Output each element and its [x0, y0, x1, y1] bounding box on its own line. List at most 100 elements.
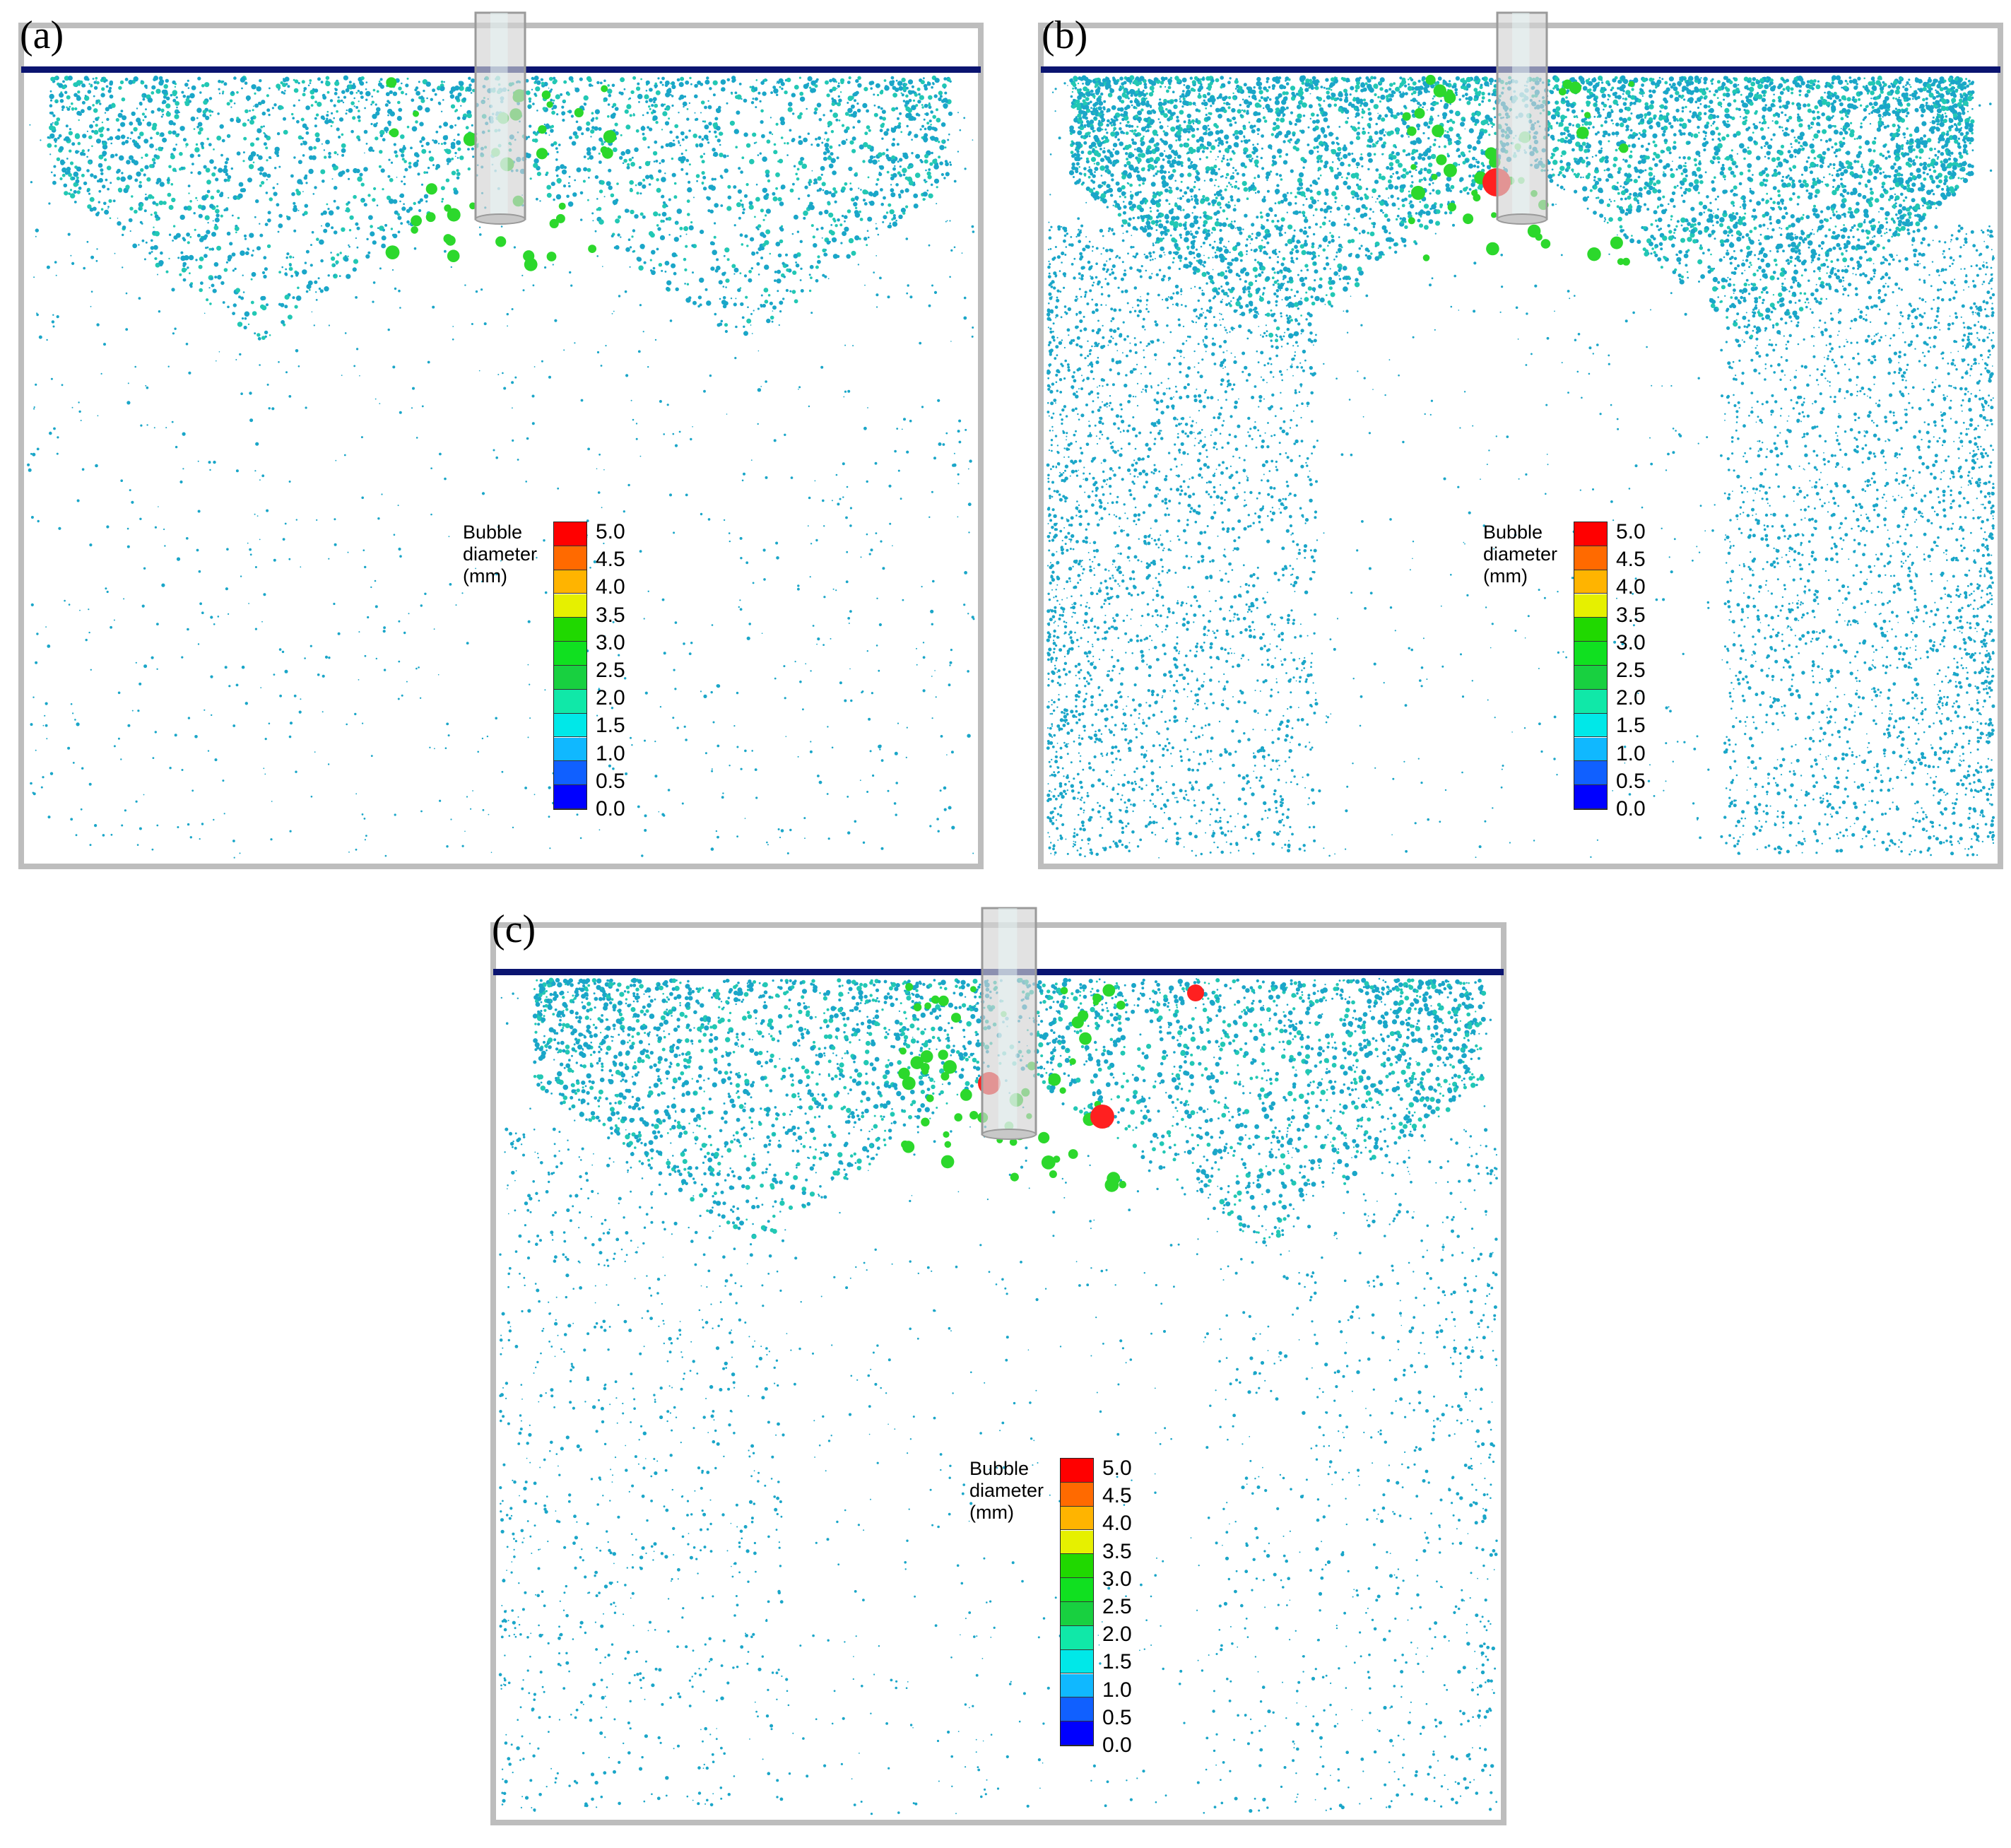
bubble	[362, 549, 365, 551]
bubble	[110, 182, 112, 184]
bubble	[134, 178, 138, 182]
bubble	[264, 738, 267, 741]
bubble	[554, 319, 558, 322]
bubble	[1150, 220, 1156, 225]
bubble	[263, 256, 267, 260]
bubble	[432, 88, 436, 93]
bubble	[618, 654, 620, 657]
bubble	[1224, 134, 1229, 140]
bubble	[642, 178, 646, 182]
bubble	[218, 167, 221, 170]
bubble	[385, 92, 390, 97]
bubble	[782, 261, 785, 265]
bubble	[659, 706, 662, 708]
bubble	[822, 189, 825, 192]
bubble	[253, 105, 254, 107]
bubble	[249, 142, 255, 147]
bubble	[704, 124, 709, 130]
bubble	[829, 78, 832, 83]
bubble	[353, 259, 359, 264]
bubble	[794, 85, 799, 90]
bubble	[569, 136, 572, 140]
bubble	[91, 145, 93, 148]
bubble	[908, 98, 912, 102]
bubble	[63, 183, 68, 188]
bubble	[165, 270, 169, 273]
bubble	[1817, 110, 1820, 114]
bubble	[400, 134, 405, 139]
bubble	[482, 808, 485, 811]
bubble	[403, 145, 406, 148]
bubble	[495, 717, 497, 720]
bubble	[106, 590, 109, 594]
bubble	[212, 288, 217, 293]
bubble	[783, 276, 786, 278]
bubble	[654, 741, 656, 743]
bubble	[213, 818, 215, 821]
bubble	[1735, 319, 1738, 321]
bubble	[45, 702, 48, 705]
bubble	[967, 670, 969, 673]
bubble	[191, 789, 194, 792]
bubble	[553, 78, 558, 83]
bubble	[629, 246, 632, 249]
bubble	[808, 204, 813, 210]
bubble	[1711, 180, 1715, 184]
bubble	[158, 81, 164, 86]
bubble	[256, 86, 261, 92]
bubble	[376, 204, 379, 207]
bubble	[197, 122, 203, 127]
bubble	[638, 265, 644, 271]
bubble	[729, 120, 735, 126]
bubble	[244, 109, 249, 114]
bubble	[135, 661, 137, 664]
bubble	[450, 86, 456, 92]
bubble	[451, 158, 454, 160]
bubble	[384, 854, 387, 857]
bubble	[697, 305, 700, 308]
bubble	[827, 726, 829, 728]
bubble	[227, 254, 232, 260]
bubble	[145, 384, 147, 387]
bubble	[50, 377, 53, 380]
bubble	[674, 621, 678, 624]
bubble	[74, 719, 76, 721]
legend-tick-label: 0.0	[596, 799, 625, 820]
bubble	[1844, 269, 1848, 273]
bubble	[824, 143, 830, 148]
bubble	[197, 643, 200, 645]
bubble	[716, 107, 721, 114]
bubble	[854, 210, 859, 215]
bubble	[1813, 157, 1817, 160]
bubble	[210, 616, 213, 619]
bubble	[745, 183, 749, 187]
bubble	[284, 294, 290, 300]
bubble	[242, 274, 244, 276]
bubble	[1160, 81, 1164, 85]
bubble	[798, 386, 801, 389]
bubble	[764, 300, 769, 304]
bubble	[258, 155, 263, 160]
bubble	[963, 604, 966, 606]
bubble	[268, 407, 271, 410]
bubble	[61, 105, 65, 110]
bubble	[76, 96, 81, 101]
bubble	[925, 112, 929, 117]
bubble	[181, 90, 184, 94]
bubble	[79, 609, 81, 611]
bubble	[827, 121, 833, 126]
bubble	[430, 513, 432, 516]
bubble	[1918, 207, 1921, 210]
bubble	[1586, 165, 1588, 167]
bubble	[276, 132, 281, 136]
bubble	[222, 92, 224, 95]
bubble	[594, 175, 599, 179]
bubble	[761, 134, 765, 139]
bubble	[533, 78, 535, 81]
bubble	[1087, 150, 1092, 155]
bubble	[52, 325, 55, 328]
bubble	[117, 218, 119, 219]
bubble	[1668, 230, 1673, 234]
bubble	[197, 510, 201, 513]
bubble	[1384, 229, 1388, 234]
